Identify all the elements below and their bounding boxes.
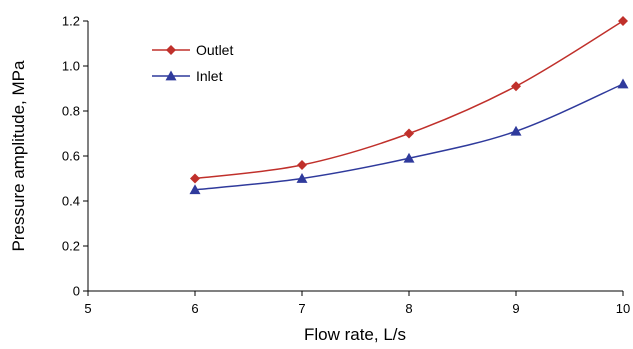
series-inlet: [189, 78, 629, 195]
legend-label-inlet: Inlet: [196, 68, 223, 84]
legend-label-outlet: Outlet: [196, 42, 233, 58]
legend-marker-inlet: [165, 70, 177, 81]
legend-item-outlet: Outlet: [152, 42, 233, 58]
legend-marker-outlet: [166, 45, 176, 55]
y-tick-label: 0: [73, 284, 80, 299]
series-outlet-point: [190, 173, 200, 184]
y-tick-label: 1.2: [62, 14, 80, 29]
x-axis-title: Flow rate, L/s: [304, 325, 406, 344]
series-outlet: [190, 16, 628, 184]
legend-item-inlet: Inlet: [152, 68, 223, 84]
series-layer: [189, 16, 629, 195]
y-tick-label: 0.4: [62, 194, 80, 209]
x-tick-label: 7: [298, 301, 305, 316]
series-outlet-point: [297, 160, 307, 170]
y-axis-title: Pressure amplitude, MPa: [9, 60, 28, 251]
y-tick-label: 1.0: [62, 59, 80, 74]
x-tick-label: 9: [512, 301, 519, 316]
series-outlet-point: [618, 16, 628, 26]
y-tick-label: 0.6: [62, 149, 80, 164]
series-inlet-point: [617, 78, 629, 89]
y-tick-label: 0.8: [62, 104, 80, 119]
ticks: 5 6 7 8 9 10 0 0.2 0.4 0.6 0.8 1.0 1.2: [62, 14, 630, 317]
x-tick-label: 10: [616, 301, 630, 316]
series-outlet-point: [511, 81, 521, 92]
x-tick-label: 6: [191, 301, 198, 316]
series-inlet-point: [510, 125, 522, 136]
series-inlet-point: [403, 152, 415, 163]
y-tick-label: 0.2: [62, 239, 80, 254]
x-tick-label: 5: [84, 301, 91, 316]
legend: Outlet Inlet: [152, 42, 233, 84]
series-inlet-point: [296, 173, 308, 183]
series-outlet-point: [404, 128, 414, 139]
axes: [87, 21, 623, 292]
series-inlet-point: [189, 184, 201, 195]
x-tick-label: 8: [405, 301, 412, 316]
